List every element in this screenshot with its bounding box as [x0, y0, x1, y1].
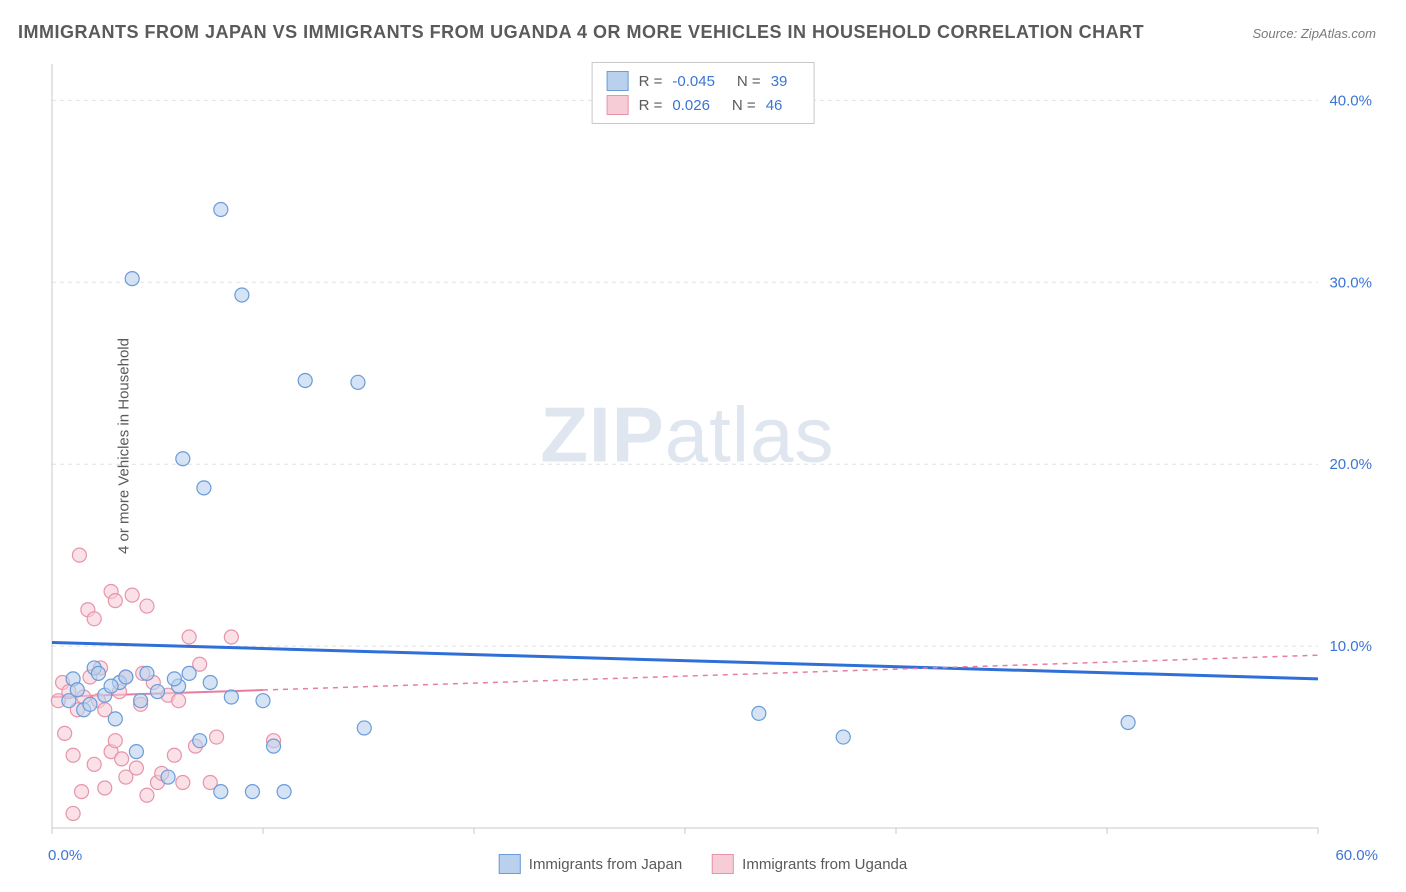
n-label: N =	[732, 97, 756, 114]
r-value: 0.026	[672, 97, 710, 114]
legend-swatch	[607, 95, 629, 115]
n-label: N =	[737, 73, 761, 90]
series-legend-item: Immigrants from Uganda	[712, 854, 907, 874]
stats-legend-row: R = 0.026 N = 46	[607, 93, 800, 117]
x-tick-label-min: 0.0%	[48, 847, 82, 864]
svg-text:30.0%: 30.0%	[1329, 274, 1372, 291]
source-name: ZipAtlas.com	[1301, 26, 1376, 41]
legend-swatch	[499, 854, 521, 874]
stats-legend-row: R = -0.045 N = 39	[607, 69, 800, 93]
source-prefix: Source:	[1252, 26, 1300, 41]
source-attribution: Source: ZipAtlas.com	[1252, 26, 1376, 41]
watermark-light: atlas	[665, 391, 835, 479]
series-name: Immigrants from Uganda	[742, 856, 907, 873]
chart-title: IMMIGRANTS FROM JAPAN VS IMMIGRANTS FROM…	[18, 22, 1144, 43]
watermark: ZIPatlas	[540, 390, 834, 481]
legend-swatch	[607, 71, 629, 91]
r-label: R =	[639, 73, 663, 90]
n-value: 46	[766, 97, 783, 114]
stats-legend: R = -0.045 N = 39 R = 0.026 N = 46	[592, 62, 815, 124]
series-legend-item: Immigrants from Japan	[499, 854, 682, 874]
svg-text:40.0%: 40.0%	[1329, 92, 1372, 109]
svg-text:10.0%: 10.0%	[1329, 638, 1372, 655]
svg-text:20.0%: 20.0%	[1329, 456, 1372, 473]
watermark-bold: ZIP	[540, 391, 664, 479]
r-value: -0.045	[672, 73, 715, 90]
n-value: 39	[771, 73, 788, 90]
legend-swatch	[712, 854, 734, 874]
series-legend: Immigrants from Japan Immigrants from Uga…	[499, 854, 907, 874]
chart-area: 10.0% 20.0% 30.0% 40.0% ZIPatlas	[50, 60, 1378, 842]
x-tick-label-max: 60.0%	[1335, 847, 1378, 864]
series-name: Immigrants from Japan	[529, 856, 682, 873]
r-label: R =	[639, 97, 663, 114]
